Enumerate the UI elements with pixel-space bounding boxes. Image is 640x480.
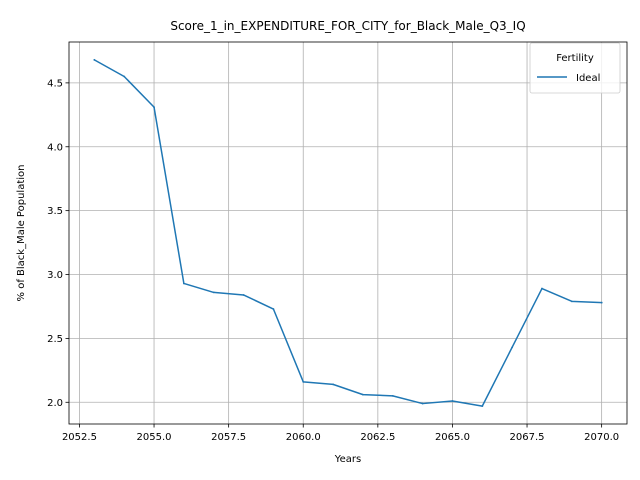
x-tick-label: 2057.5	[211, 432, 246, 443]
x-tick-label: 2052.5	[62, 432, 97, 443]
plot-frame	[68, 41, 628, 425]
x-tick-label: 2055.0	[137, 432, 172, 443]
y-tick-label: 4.5	[47, 78, 63, 89]
data-point	[362, 393, 364, 396]
y-tick-label: 2.5	[47, 334, 63, 345]
data-point	[182, 282, 185, 285]
x-tick-label: 2062.5	[360, 432, 395, 443]
x-tick-label: 2060.0	[286, 432, 321, 443]
grid	[69, 42, 627, 424]
legend-box	[529, 42, 621, 94]
data-point	[153, 106, 155, 109]
legend: Fertility Ideal	[529, 42, 621, 94]
series-line-ideal	[93, 58, 603, 407]
data-point	[272, 308, 275, 310]
x-axis-title: Years	[334, 454, 361, 465]
data-point	[541, 287, 543, 290]
y-axis-title: % of Black_Male Population	[16, 165, 27, 302]
y-tick-label: 3.5	[47, 206, 63, 217]
chart-title: Score_1_in_EXPENDITURE_FOR_CITY_for_Blac…	[170, 19, 525, 33]
y-tick-label: 4.0	[47, 142, 63, 153]
y-tick-label: 3.0	[47, 270, 63, 281]
y-tick-label: 2.0	[47, 398, 63, 409]
data-point	[600, 301, 603, 304]
data-point	[242, 294, 245, 296]
legend-title: Fertility	[556, 53, 594, 64]
data-point	[93, 58, 96, 61]
data-point	[511, 346, 514, 349]
legend-label: Ideal	[576, 73, 600, 84]
series-area	[93, 58, 603, 408]
data-point	[570, 300, 573, 303]
data-point	[451, 400, 454, 402]
data-point	[302, 380, 305, 383]
data-point	[212, 291, 215, 294]
x-tick-label: 2070.0	[584, 432, 619, 443]
data-point	[391, 394, 394, 397]
x-tick-label: 2065.0	[435, 432, 470, 443]
data-point	[123, 75, 126, 78]
data-point	[332, 383, 334, 386]
data-point	[481, 405, 484, 408]
axis-ticks: 2052.5 2055.0 2057.5 2060.0 2062.5 2065.0 2067…	[47, 78, 619, 443]
data-point	[421, 402, 424, 405]
x-tick-label: 2067.5	[510, 432, 545, 443]
